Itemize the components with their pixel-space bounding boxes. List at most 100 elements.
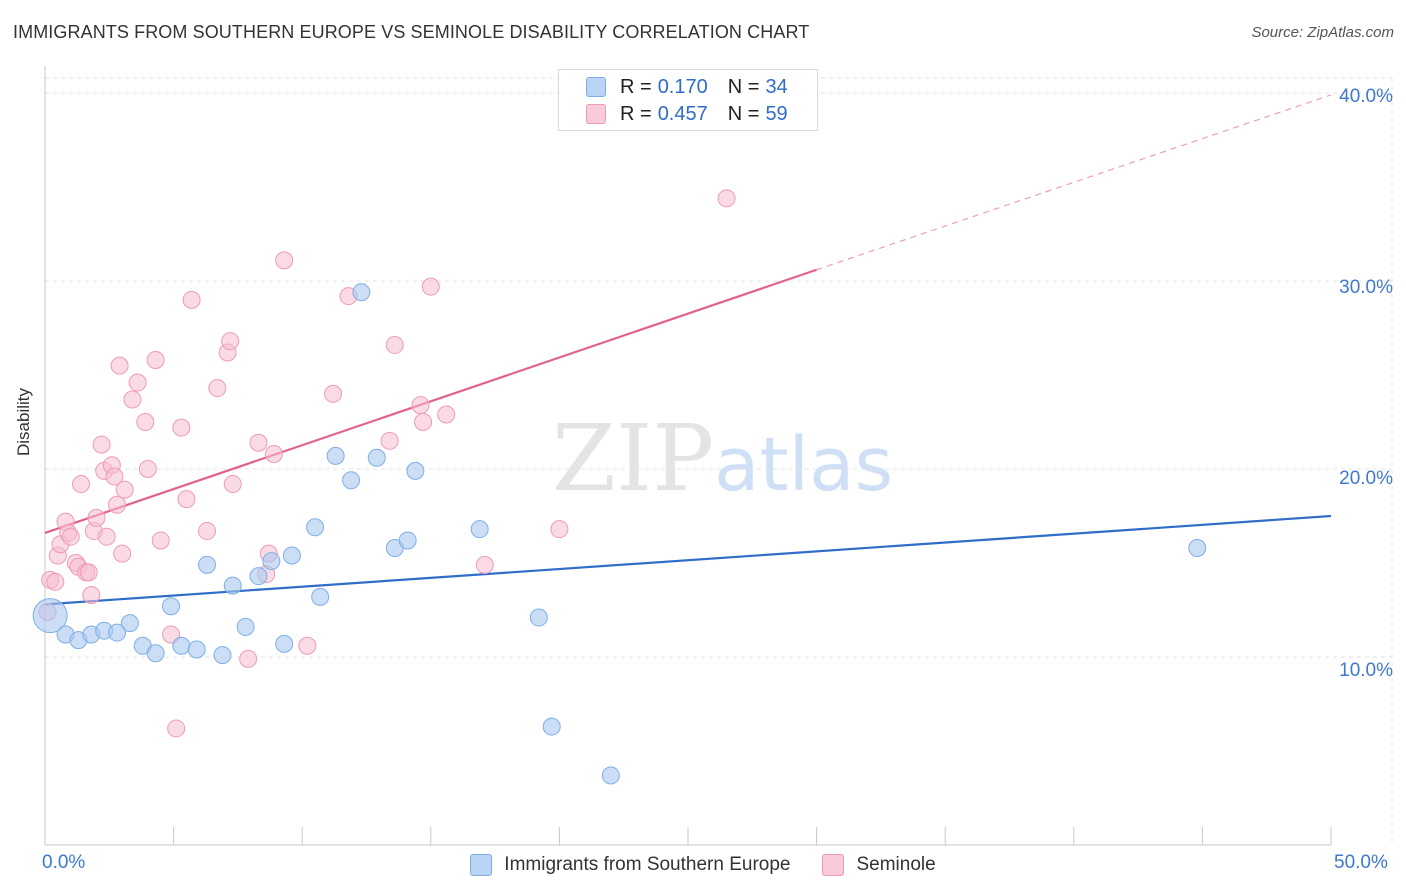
seminole-points	[38, 189, 736, 738]
seminole-point	[298, 636, 317, 655]
seminole-point	[115, 480, 134, 499]
seminole-point	[221, 332, 240, 351]
chart-title: IMMIGRANTS FROM SOUTHERN EUROPE VS SEMIN…	[13, 22, 810, 42]
legend-row-seminole: R = 0.457 N = 59	[586, 101, 788, 127]
seminole-point	[146, 350, 165, 369]
seminole-point	[87, 508, 106, 527]
immigrants-point	[542, 717, 561, 736]
legend-r-label: R =	[620, 102, 652, 125]
axes	[44, 66, 1332, 846]
immigrants-point	[398, 531, 417, 550]
y-tick-label: 20.0%	[1339, 468, 1393, 489]
source-label: Source: ZipAtlas.com	[1251, 24, 1394, 41]
legend-item-label: Seminole	[856, 854, 936, 875]
legend-swatch-pink	[586, 104, 606, 124]
seminole-point	[249, 433, 268, 452]
seminole-point	[324, 384, 343, 403]
watermark: ZIPatlas	[552, 405, 893, 512]
seminole-trend-extension	[816, 94, 1332, 271]
y-tick-label: 40.0%	[1339, 86, 1393, 107]
seminole-point	[411, 396, 430, 415]
immigrants-point	[275, 634, 294, 653]
grid	[45, 77, 1393, 845]
immigrants-point	[146, 644, 165, 663]
immigrants-point	[367, 448, 386, 467]
legend-n-label: N =	[727, 75, 760, 98]
immigrants-point	[1188, 538, 1207, 557]
seminole-point	[182, 290, 201, 309]
y-tick-label: 30.0%	[1339, 277, 1393, 298]
immigrants-point	[311, 587, 330, 606]
seminole-point	[92, 435, 111, 454]
immigrants-point	[187, 640, 206, 659]
seminole-point	[97, 527, 116, 546]
seminole-point	[136, 413, 155, 432]
legend-r-value: 0.170	[657, 75, 708, 98]
seminole-point	[380, 431, 399, 450]
seminole-point	[223, 475, 242, 494]
legend-swatch-blue	[586, 77, 606, 97]
seminole-point	[82, 585, 101, 604]
immigrants-point	[108, 623, 127, 642]
x-tick-label: 0.0%	[42, 852, 86, 873]
seminole-point	[385, 335, 404, 354]
immigrants-point	[262, 552, 281, 571]
immigrants-point	[406, 461, 425, 480]
legend-r-label: R =	[620, 75, 652, 98]
y-tick-label: 10.0%	[1339, 660, 1393, 681]
legend-item-label: Immigrants from Southern Europe	[504, 854, 791, 875]
immigrants-point	[172, 636, 191, 655]
immigrants-point	[120, 614, 139, 633]
series-legend: Immigrants from Southern Europe Seminole	[0, 852, 1406, 878]
seminole-point	[475, 555, 494, 574]
immigrants-point	[249, 567, 268, 586]
seminole-point	[172, 418, 191, 437]
seminole-point	[72, 475, 91, 494]
seminole-point	[110, 356, 129, 375]
seminole-point	[162, 625, 181, 644]
legend-item-seminole[interactable]: Seminole	[822, 854, 936, 876]
legend-swatch-pink	[822, 854, 845, 876]
seminole-point	[437, 405, 456, 424]
seminole-point	[123, 390, 142, 409]
seminole-point	[113, 544, 132, 563]
immigrants-point	[326, 446, 345, 465]
seminole-point	[128, 373, 147, 392]
immigrants-point	[352, 283, 371, 302]
legend-item-immigrants[interactable]: Immigrants from Southern Europe	[470, 854, 790, 876]
seminole-trend-line	[44, 268, 817, 534]
seminole-point	[61, 527, 80, 546]
immigrants-point	[213, 646, 232, 665]
immigrants-point	[601, 766, 620, 785]
immigrants-point	[306, 518, 325, 537]
seminole-point	[275, 251, 294, 270]
seminole-point	[717, 189, 736, 208]
immigrants-point	[236, 617, 255, 636]
legend-swatch-blue	[470, 854, 493, 876]
legend-row-immigrants: R = 0.170 N = 34	[586, 74, 788, 100]
seminole-point	[208, 379, 227, 398]
immigrants-point	[282, 546, 301, 565]
immigrants-point	[32, 598, 68, 634]
immigrants-points	[32, 283, 1207, 785]
seminole-point	[421, 277, 440, 296]
seminole-point	[550, 520, 569, 539]
trend-lines	[44, 94, 1332, 606]
correlation-legend: R = 0.170 N = 34 R = 0.457 N = 59	[558, 69, 818, 131]
seminole-point	[105, 467, 124, 486]
x-tick-label: 50.0%	[1334, 852, 1388, 873]
legend-n-label: N =	[727, 102, 760, 125]
seminole-point	[167, 719, 186, 738]
seminole-point	[79, 563, 98, 582]
legend-n-value: 59	[765, 102, 788, 125]
seminole-point	[414, 413, 433, 432]
seminole-point	[138, 460, 157, 479]
legend-r-value: 0.457	[657, 102, 708, 125]
immigrants-point	[162, 597, 181, 616]
seminole-point	[177, 490, 196, 509]
seminole-point	[108, 495, 127, 514]
legend-n-value: 34	[765, 75, 788, 98]
watermark-zip: ZIP	[552, 405, 715, 512]
seminole-point	[46, 572, 65, 591]
